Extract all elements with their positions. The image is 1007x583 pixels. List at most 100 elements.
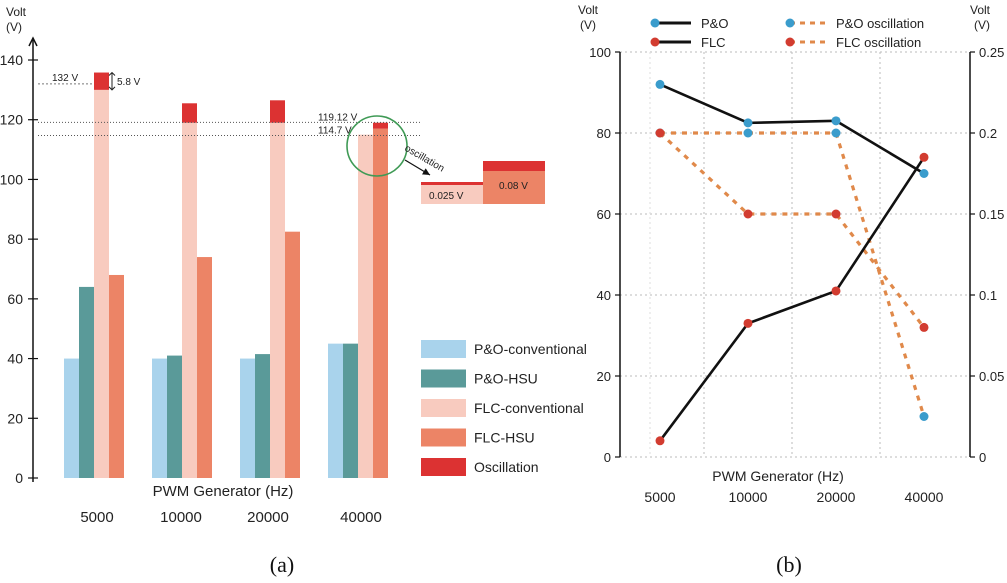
legend-marker-b: [785, 37, 795, 47]
bar-po-hsu: [79, 286, 94, 478]
y-axis-label-line1: Volt: [6, 5, 27, 19]
inset-oscillation-left: [421, 182, 483, 185]
legend-item-a: FLC-conventional: [421, 399, 584, 417]
legend-item-b: P&O: [650, 16, 728, 31]
bar-flc-conventional: [94, 89, 109, 478]
left-axis-label-b: Volt (V): [578, 3, 599, 32]
legend-swatch-a: [421, 340, 466, 358]
line-chart-panel-b: Volt (V) Volt (V) 0 20 40 60 80 100 0 0.05 0.1 0.…: [578, 3, 1004, 505]
series-line-p-o-oscillation: [660, 131, 926, 417]
caption-b: (b): [776, 552, 802, 577]
left-tick-label-b: 80: [597, 126, 611, 141]
legend-label-a: P&O-HSU: [474, 371, 538, 387]
oscillation-inset: 0.025 V 0.08 V: [421, 161, 545, 204]
inset-flc-hsu: [483, 171, 545, 204]
series-point-flc: [743, 318, 753, 328]
bar-flc-conventional: [358, 134, 373, 478]
right-tick-label-b: 0.15: [979, 207, 1004, 222]
x-tick-label-b: 10000: [729, 489, 768, 505]
x-tick-label-a: 40000: [340, 509, 382, 526]
right-tick-label-b: 0.25: [979, 45, 1004, 60]
left-tick-label-b: 20: [597, 369, 611, 384]
legend-item-a: Oscillation: [421, 458, 539, 476]
right-tick-label-b: 0.1: [979, 288, 997, 303]
series-line-flc-oscillation: [658, 131, 926, 329]
bar-po-hsu: [167, 355, 182, 478]
legend-label-b: FLC: [701, 35, 726, 50]
legend-item-b: P&O oscillation: [785, 16, 924, 31]
right-axis-label-line1: Volt: [970, 3, 991, 17]
left-tick-label-b: 60: [597, 207, 611, 222]
y-tick-label-a: 0: [15, 470, 23, 486]
bar-flc-hsu: [197, 257, 212, 478]
x-tick-label-b: 5000: [644, 489, 675, 505]
legend-item-a: P&O-conventional: [421, 340, 587, 358]
bar-po-conventional: [64, 358, 79, 478]
y-tick-label-a: 40: [7, 351, 23, 367]
annotation-5-8v: 5.8 V: [117, 77, 141, 88]
x-tick-label-a: 5000: [80, 509, 113, 526]
legend-item-b: FLC: [650, 35, 726, 50]
bar-po-conventional: [152, 358, 167, 478]
bar-po-hsu: [343, 343, 358, 478]
right-tick-label-b: 0: [979, 450, 986, 465]
series-point-flc-oscillation: [743, 209, 753, 219]
y-tick-label-a: 120: [0, 112, 23, 128]
legend-label-a: FLC-HSU: [474, 430, 535, 446]
y-tick-label-a: 20: [7, 410, 23, 426]
legend-swatch-a: [421, 369, 466, 388]
right-axis-label-line2: (V): [974, 18, 990, 32]
annotation-114v: 114.7 V: [318, 126, 352, 137]
series-line-flc: [658, 156, 926, 442]
oscillation-arrow: [404, 159, 431, 176]
bar-chart-panel-a: Volt (V) 0 20 40 60 80 100 120 140 132 V 5.8 V 11…: [0, 5, 587, 526]
bar-oscillation: [270, 100, 285, 123]
legend-marker-b: [785, 18, 795, 28]
bar-flc-hsu: [373, 128, 388, 478]
legend-item-a: FLC-HSU: [421, 428, 535, 447]
legend-label-a: Oscillation: [474, 459, 539, 475]
annotation-132v: 132 V: [52, 73, 78, 84]
legend-marker-b: [650, 37, 660, 47]
bar-po-hsu: [255, 354, 270, 478]
series-point-flc: [831, 286, 841, 296]
series-point-flc: [655, 436, 665, 446]
series-point-flc: [919, 152, 929, 162]
series-point-p-o: [831, 116, 841, 126]
series-point-p-o: [655, 79, 665, 89]
bar-flc-hsu: [285, 231, 300, 478]
left-tick-label-b: 0: [604, 450, 611, 465]
left-axis-label-line1: Volt: [578, 3, 599, 17]
delta-bracket: [108, 71, 116, 91]
y-axis-label-a: Volt (V): [6, 5, 27, 34]
caption-a: (a): [270, 552, 294, 577]
x-tick-label-a: 20000: [247, 509, 289, 526]
inset-label-left: 0.025 V: [429, 191, 464, 202]
bar-oscillation: [373, 122, 388, 129]
bar-flc-conventional: [270, 122, 285, 478]
legend-item-b: FLC oscillation: [785, 35, 921, 50]
annotation-119v: 119.12 V: [318, 112, 358, 123]
oscillation-label: oscillation: [403, 143, 447, 174]
legend-label-b: P&O: [701, 16, 728, 31]
left-tick-label-b: 40: [597, 288, 611, 303]
y-axis-arrow-a: [28, 36, 38, 47]
right-tick-label-b: 0.05: [979, 369, 1004, 384]
series-point-flc-oscillation: [655, 128, 665, 138]
series-point-flc-oscillation: [831, 209, 841, 219]
y-tick-label-a: 100: [0, 171, 23, 187]
legend-label-b: P&O oscillation: [836, 16, 924, 31]
y-tick-label-a: 140: [0, 52, 23, 68]
left-tick-label-b: 100: [589, 45, 611, 60]
series-point-p-o-oscillation: [743, 128, 753, 138]
legend-label-a: P&O-conventional: [474, 341, 587, 357]
y-tick-label-a: 60: [7, 291, 23, 307]
series-point-p-o: [919, 169, 929, 178]
y-tick-label-a: 80: [7, 231, 23, 247]
x-axis-label-b: PWM Generator (Hz): [712, 468, 843, 484]
legend-swatch-a: [421, 428, 466, 447]
series-point-flc-oscillation: [919, 322, 929, 332]
bar-po-conventional: [328, 343, 343, 478]
y-axis-label-line2: (V): [6, 20, 22, 34]
